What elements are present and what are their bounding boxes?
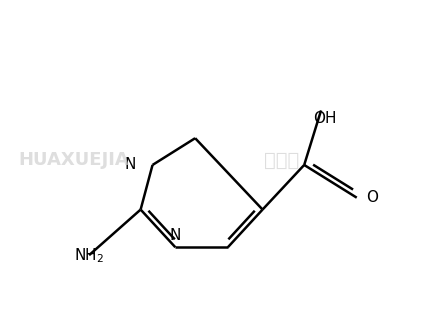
Text: HUAXUEJIA: HUAXUEJIA	[19, 151, 130, 169]
Text: OH: OH	[314, 111, 337, 126]
Text: N: N	[124, 157, 135, 172]
Text: N: N	[170, 228, 181, 243]
Text: NH$_2$: NH$_2$	[74, 246, 104, 265]
Text: O: O	[366, 190, 378, 205]
Text: 化学加: 化学加	[264, 150, 299, 170]
